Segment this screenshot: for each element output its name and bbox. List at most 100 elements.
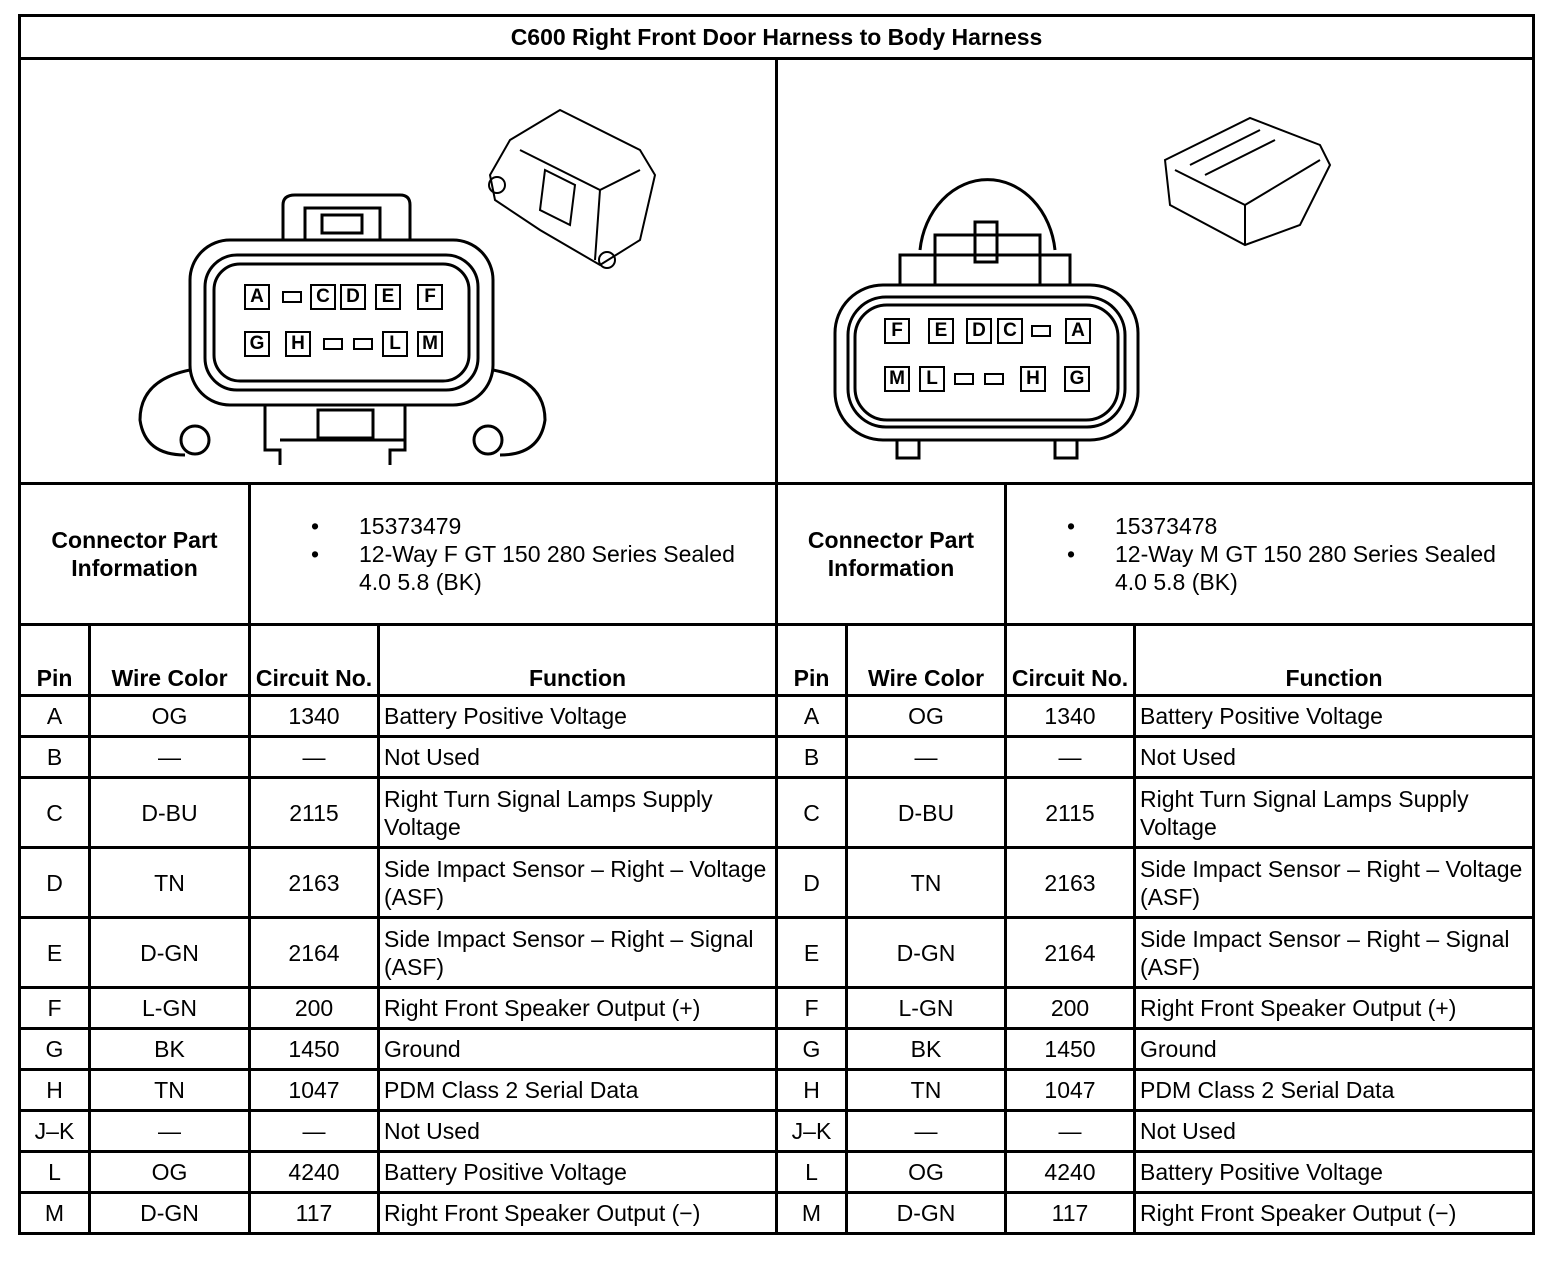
pin-cell: J–K [18, 1109, 91, 1153]
circuit-cell: 200 [1004, 986, 1136, 1030]
function-cell: Not Used [377, 735, 778, 779]
wire-color-cell: OG [88, 694, 251, 738]
circuit-cell: 1450 [1004, 1027, 1136, 1071]
function-cell: Right Turn Signal Lamps Supply Voltage [1132, 776, 1536, 849]
pin-cell: C [775, 776, 848, 849]
circuit-cell: 4240 [1004, 1150, 1136, 1194]
circuit-cell: — [248, 735, 380, 779]
header-wire-color: Wire Color [845, 623, 1007, 697]
wire-color-cell: D-BU [88, 776, 251, 849]
circuit-cell: 1340 [1004, 694, 1136, 738]
header-pin: Pin [18, 623, 91, 697]
circuit-cell: 2163 [248, 846, 380, 919]
function-cell: Side Impact Sensor – Right – Voltage (AS… [377, 846, 778, 919]
circuit-cell: — [1004, 1109, 1136, 1153]
circuit-cell: 200 [248, 986, 380, 1030]
function-cell: Side Impact Sensor – Right – Signal (ASF… [377, 916, 778, 989]
header-pin: Pin [775, 623, 848, 697]
pin-cavity-label: E [928, 318, 954, 344]
pin-cell: E [775, 916, 848, 989]
wire-color-cell: D-GN [845, 1191, 1007, 1235]
part-info-values: 1537347812-Way M GT 150 280 Series Seale… [1003, 482, 1536, 626]
function-cell: Not Used [377, 1109, 778, 1153]
pin-cavity-label: G [1064, 366, 1090, 392]
circuit-cell: 1340 [248, 694, 380, 738]
function-cell: PDM Class 2 Serial Data [377, 1068, 778, 1112]
table-row: L OG 4240 Battery Positive Voltage L OG 4240 Ba… [18, 1150, 1536, 1194]
table-row: B — — Not Used B — — Not Used [18, 735, 1536, 779]
wire-color-cell: L-GN [845, 986, 1007, 1030]
wire-color-cell: L-GN [88, 986, 251, 1030]
part-number: 15373479 [311, 512, 771, 540]
empty-cavity [984, 373, 1004, 385]
pin-cavity-label: A [1065, 318, 1091, 344]
table-row: H TN 1047 PDM Class 2 Serial Data H TN 1047 PDM… [18, 1068, 1536, 1112]
part-description: 12-Way F GT 150 280 Series Sealed 4.0 5.… [311, 540, 771, 596]
circuit-cell: 1450 [248, 1027, 380, 1071]
function-cell: Battery Positive Voltage [1132, 694, 1536, 738]
function-cell: Ground [377, 1027, 778, 1071]
wire-color-cell: TN [88, 846, 251, 919]
function-cell: Battery Positive Voltage [377, 694, 778, 738]
wire-color-cell: BK [845, 1027, 1007, 1071]
header-function: Function [1132, 623, 1536, 697]
pin-cavity-label: G [244, 331, 270, 357]
circuit-cell: — [248, 1109, 380, 1153]
wire-color-cell: TN [88, 1068, 251, 1112]
wire-color-cell: — [88, 735, 251, 779]
pin-cavity-label: C [310, 284, 336, 310]
pin-cavity-label: A [244, 284, 270, 310]
empty-cavity [353, 338, 373, 350]
part-info-label: Connector Part Information [18, 482, 251, 626]
pin-cell: A [18, 694, 91, 738]
pin-cavity-label: H [1020, 366, 1046, 392]
pin-cell: F [18, 986, 91, 1030]
pin-cell: B [775, 735, 848, 779]
header-function: Function [377, 623, 778, 697]
function-cell: Right Front Speaker Output (+) [377, 986, 778, 1030]
pin-cavity-label: E [375, 284, 401, 310]
pin-cell: L [18, 1150, 91, 1194]
function-cell: Right Front Speaker Output (−) [1132, 1191, 1536, 1235]
wire-color-cell: D-GN [845, 916, 1007, 989]
pin-cell: J–K [775, 1109, 848, 1153]
table-row: A OG 1340 Battery Positive Voltage A OG 1340 Ba… [18, 694, 1536, 738]
table-row: E D-GN 2164 Side Impact Sensor – Right – Si… [18, 916, 1536, 989]
wire-color-cell: OG [88, 1150, 251, 1194]
function-cell: Battery Positive Voltage [1132, 1150, 1536, 1194]
wire-color-cell: — [845, 735, 1007, 779]
wire-color-cell: TN [845, 846, 1007, 919]
circuit-cell: 2115 [248, 776, 380, 849]
circuit-cell: — [1004, 735, 1136, 779]
pin-cell: F [775, 986, 848, 1030]
empty-cavity [1031, 325, 1051, 337]
circuit-cell: 117 [1004, 1191, 1136, 1235]
table-row: F L-GN 200 Right Front Speaker Output (+) F L… [18, 986, 1536, 1030]
table-row: M D-GN 117 Right Front Speaker Output (−) M D… [18, 1191, 1536, 1235]
wire-color-cell: OG [845, 1150, 1007, 1194]
wire-color-cell: — [88, 1109, 251, 1153]
header-wire-color: Wire Color [88, 623, 251, 697]
circuit-cell: 2164 [248, 916, 380, 989]
pin-cell: E [18, 916, 91, 989]
pin-cell: C [18, 776, 91, 849]
function-cell: Side Impact Sensor – Right – Signal (ASF… [1132, 916, 1536, 989]
pin-cavity-label: D [340, 284, 366, 310]
pin-cell: M [18, 1191, 91, 1235]
pin-cell: G [18, 1027, 91, 1071]
function-cell: PDM Class 2 Serial Data [1132, 1068, 1536, 1112]
pin-cavity-label: D [966, 318, 992, 344]
pin-cell: B [18, 735, 91, 779]
pin-cavity-label: F [417, 284, 443, 310]
table-row: C D-BU 2115 Right Turn Signal Lamps Supply … [18, 776, 1536, 849]
circuit-cell: 1047 [1004, 1068, 1136, 1112]
pin-cavity-label: F [884, 318, 910, 344]
part-info-values: 1537347912-Way F GT 150 280 Series Seale… [248, 482, 778, 626]
function-cell: Not Used [1132, 735, 1536, 779]
circuit-cell: 2115 [1004, 776, 1136, 849]
wire-color-cell: TN [845, 1068, 1007, 1112]
pin-cell: D [18, 846, 91, 919]
circuit-cell: 2163 [1004, 846, 1136, 919]
function-cell: Side Impact Sensor – Right – Voltage (AS… [1132, 846, 1536, 919]
circuit-cell: 4240 [248, 1150, 380, 1194]
